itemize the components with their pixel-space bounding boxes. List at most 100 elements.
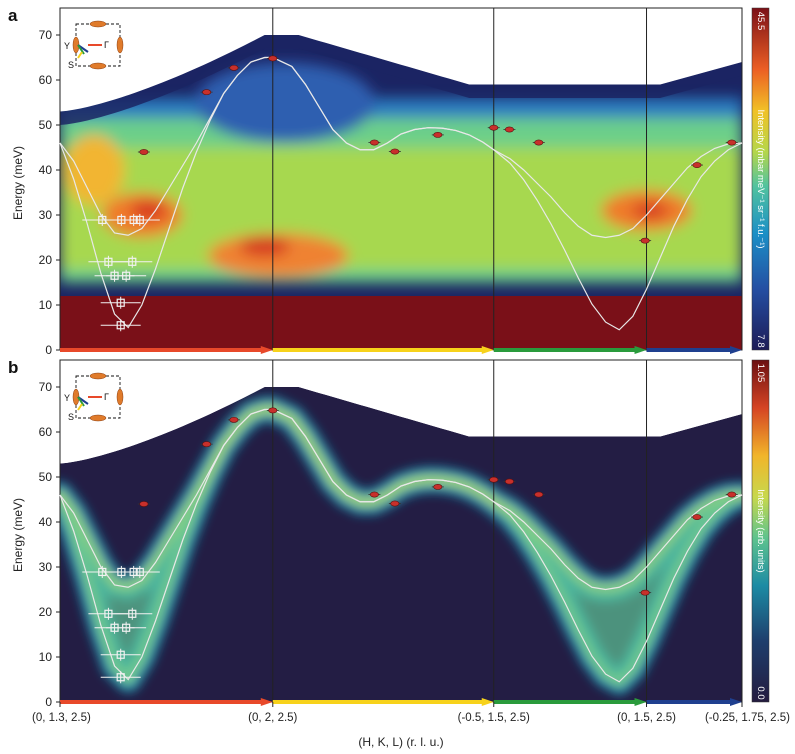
intensity-fill <box>60 409 742 682</box>
heatmap-a <box>60 8 742 350</box>
bz-path-green <box>77 396 85 407</box>
colorbar-min-a: 7.8 <box>755 334 766 347</box>
y-tick-label: 30 <box>39 560 53 574</box>
bz-lobe-right <box>116 36 124 54</box>
data-point-ellipse <box>690 514 703 520</box>
empty-region-white <box>60 8 742 112</box>
y-tick-label: 70 <box>39 380 53 394</box>
y-tick-label: 10 <box>39 650 53 664</box>
panel-b: 0 10 20 30 40 50 60 70 Energy (meV) b Intensity… <box>8 358 770 709</box>
data-point-square <box>112 255 153 268</box>
marker-square <box>122 623 131 632</box>
colorbar-max-b: 1.05 <box>755 364 766 383</box>
y-tick-label: 70 <box>39 28 53 42</box>
marker-square <box>116 321 125 330</box>
y-tick-label: 60 <box>39 73 53 87</box>
data-point-ellipse <box>503 478 516 485</box>
data-points-b <box>82 407 738 684</box>
path-arrow-bar-b <box>60 698 742 706</box>
intensity-blobs <box>60 62 742 283</box>
marker-ellipse <box>640 589 650 596</box>
y-tick-label: 30 <box>39 208 53 222</box>
path-arrowhead <box>730 346 742 354</box>
data-point-ellipse <box>227 64 240 71</box>
marker-ellipse <box>692 162 702 168</box>
data-point-ellipse <box>227 416 240 423</box>
marker-ellipse <box>268 55 278 62</box>
bz-label-s: S <box>68 412 74 422</box>
bz-path-yellow <box>77 403 83 411</box>
bz-lobe-top <box>89 372 107 380</box>
colorbar-label-a: Intensity (mbar meV⁻¹ sr⁻¹ f.u.⁻¹) <box>755 109 766 248</box>
path-arrowhead <box>260 698 273 706</box>
y-axis-b: 0 10 20 30 40 50 60 70 <box>39 380 60 709</box>
y-tick-label: 0 <box>45 343 52 357</box>
colorbar-min-b: 0.0 <box>755 686 766 699</box>
data-point-ellipse <box>487 476 500 483</box>
data-point-ellipse <box>266 407 279 414</box>
y-tick-label: 50 <box>39 118 53 132</box>
marker-ellipse <box>268 407 278 414</box>
colorbar-max-a: 45.5 <box>755 12 766 31</box>
x-tick-label: (-0.5, 1.5, 2.5) <box>458 712 530 724</box>
bz-lobe-right <box>116 388 124 406</box>
panel-a: 0 10 20 30 40 50 60 70 Energy (meV) a Intensity… <box>8 6 770 357</box>
marker-square <box>104 609 113 618</box>
data-point-ellipse <box>137 501 150 507</box>
marker-ellipse <box>433 131 443 138</box>
colorbar-b <box>751 359 770 703</box>
bz-label-s: S <box>68 60 74 70</box>
y-tick-label: 40 <box>39 515 53 529</box>
y-tick-label: 20 <box>39 253 53 267</box>
x-tick-labels: (0, 1.3, 2.5) (0, 2, 2.5) (-0.5, 1.5, 2.5)… <box>32 702 790 724</box>
path-divider-lines-a <box>272 8 648 350</box>
data-point-square <box>101 213 142 226</box>
panel-label-a: a <box>8 6 18 25</box>
data-points-a <box>82 55 738 332</box>
colorbar-a <box>751 7 770 351</box>
bz-lobe-top <box>89 20 107 28</box>
data-point-square <box>106 621 147 634</box>
data-point-ellipse <box>200 441 213 448</box>
path-divider-lines-b <box>272 360 648 702</box>
marker-ellipse <box>139 149 149 155</box>
marker-ellipse <box>139 501 149 507</box>
marker-ellipse <box>369 491 379 498</box>
marker-ellipse <box>640 237 650 244</box>
data-point-ellipse <box>503 126 516 133</box>
path-arrowhead <box>730 698 742 706</box>
dispersion-curve-a <box>59 56 743 331</box>
marker-square <box>128 609 137 618</box>
data-point-ellipse <box>532 139 545 146</box>
marker-ellipse <box>727 491 737 498</box>
blob-blue <box>195 62 376 143</box>
data-point-ellipse <box>532 491 545 498</box>
dispersion-upper-branch <box>59 408 743 591</box>
marker-ellipse <box>534 139 544 146</box>
data-point-ellipse <box>690 162 703 168</box>
marker-ellipse <box>390 500 400 507</box>
x-axis-label: (H, K, L) (r. l. u.) <box>358 735 443 749</box>
marker-square <box>117 215 126 225</box>
data-point-ellipse <box>639 589 652 596</box>
data-point-ellipse <box>431 483 444 490</box>
elastic-band <box>60 296 742 350</box>
marker-ellipse <box>390 148 400 155</box>
marker-ellipse <box>504 126 514 133</box>
data-point-square <box>100 296 141 309</box>
x-tick-label: (0, 2, 2.5) <box>248 712 297 724</box>
marker-ellipse <box>433 483 443 490</box>
x-tick-label: (0, 1.3, 2.5) <box>32 712 91 724</box>
data-point-ellipse <box>725 491 738 498</box>
marker-ellipse <box>229 64 239 71</box>
path-arrowhead <box>260 346 273 354</box>
marker-ellipse <box>489 476 499 483</box>
data-point-ellipse <box>725 139 738 146</box>
marker-square <box>117 567 126 577</box>
brillouin-zone-inset-b: YS Γ <box>64 372 124 422</box>
path-arrowhead <box>634 346 647 354</box>
marker-square <box>104 257 113 266</box>
bz-label-y: Y <box>64 41 70 51</box>
y-tick-label: 40 <box>39 163 53 177</box>
